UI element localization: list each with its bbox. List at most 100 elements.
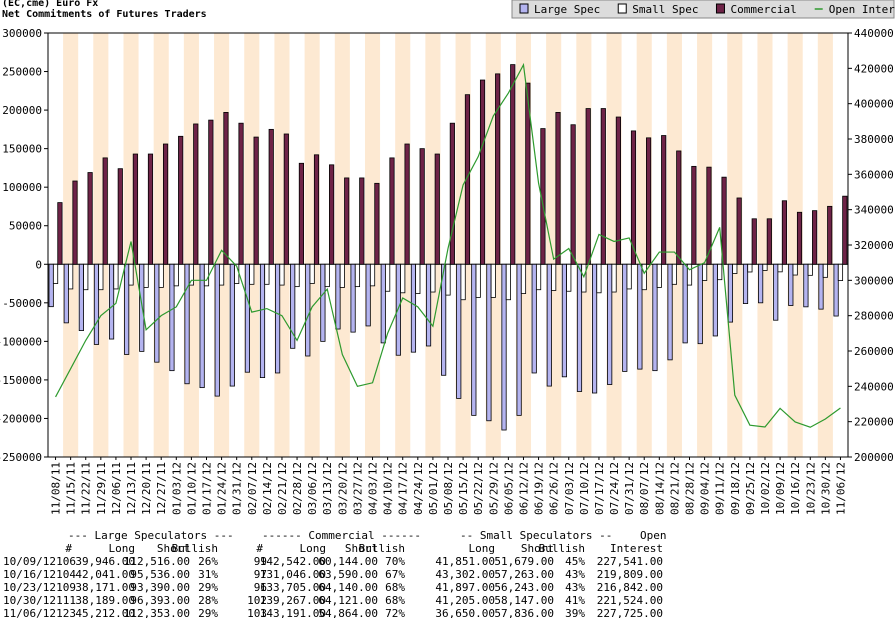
bar: [581, 263, 587, 293]
bar: [184, 263, 190, 385]
bar: [214, 263, 220, 397]
y-tick-label: -200000: [0, 412, 42, 425]
x-tick-label: 02/28/12: [291, 462, 304, 515]
bar: [335, 263, 341, 330]
bar: [842, 195, 848, 265]
bar: [203, 263, 210, 287]
bar: [162, 143, 169, 265]
bar: [676, 150, 682, 265]
bar: [460, 263, 466, 301]
table-column: Bullish: [172, 542, 218, 555]
bar: [570, 124, 576, 265]
legend-swatch: [715, 3, 725, 14]
bar: [380, 263, 386, 344]
table-column: Long: [109, 542, 136, 555]
chart-subtitle: Net Commitments of Futures Traders: [2, 8, 207, 20]
bar: [279, 263, 285, 286]
table-cell: 67%: [385, 568, 405, 581]
bar: [395, 263, 401, 356]
bar: [344, 177, 350, 265]
x-tick-label: 10/23/12: [804, 462, 817, 515]
bar: [48, 263, 54, 308]
legend-label: Small Spec: [632, 3, 698, 16]
y-tick-label: 150000: [2, 143, 42, 156]
table-cell: 112,353.00: [124, 607, 190, 618]
x-tick-label: 10/30/12: [819, 462, 832, 515]
y2-tick-label: 360000: [854, 168, 894, 181]
x-tick-label: 01/10/12: [185, 462, 198, 515]
bar: [309, 263, 315, 284]
x-tick-label: 11/29/11: [95, 462, 108, 515]
x-tick-label: 12/13/11: [125, 462, 138, 515]
x-tick-label: 01/17/12: [200, 462, 213, 515]
bar: [803, 263, 809, 308]
table-cell: 45%: [565, 555, 585, 568]
x-tick-label: 07/31/12: [623, 462, 636, 515]
x-tick-label: 08/14/12: [653, 462, 666, 515]
table-column: Short: [157, 542, 190, 555]
table-cell: 45,212.00: [75, 607, 135, 618]
bar: [792, 263, 798, 276]
bar: [305, 263, 311, 357]
table-cell: 28%: [198, 594, 218, 607]
chart-title: (EC,cme) Euro Fx: [2, 0, 98, 9]
bar: [736, 197, 742, 265]
bar: [365, 263, 371, 327]
bar: [268, 128, 274, 265]
bar: [313, 154, 320, 265]
bar: [615, 116, 621, 265]
x-tick-label: 08/21/12: [668, 462, 681, 515]
y2-tick-label: 240000: [854, 380, 894, 393]
bar: [464, 94, 471, 265]
bar: [751, 218, 757, 265]
bar: [229, 263, 235, 387]
bar: [475, 263, 481, 298]
y2-tick-label: 280000: [854, 310, 894, 323]
line: [55, 62, 841, 428]
legend-label: Large Spec: [534, 3, 600, 16]
bar: [682, 263, 688, 344]
bar: [661, 135, 667, 265]
bar: [561, 263, 567, 378]
bar: [702, 263, 708, 281]
table-cell: 36,650.00: [435, 607, 495, 618]
y-tick-label: -100000: [0, 335, 42, 348]
table-cell: 102: [247, 594, 267, 607]
bar: [471, 263, 477, 416]
bar: [827, 205, 833, 265]
table-cell: 39%: [565, 607, 585, 618]
bar: [434, 153, 440, 265]
bar: [193, 123, 199, 265]
table-column: Long: [300, 542, 327, 555]
bar: [158, 263, 164, 288]
y2-tick-label: 200000: [854, 451, 894, 464]
bar: [758, 263, 764, 304]
bar: [275, 263, 281, 374]
table-header: Open: [640, 529, 667, 542]
bar: [199, 263, 205, 389]
y-tick-label: 200000: [2, 104, 42, 117]
bar: [505, 263, 511, 301]
bar: [139, 263, 145, 352]
bar: [822, 263, 828, 278]
table-cell: 54,864.00: [318, 607, 378, 618]
x-tick-label: 12/20/11: [140, 462, 153, 515]
y-tick-label: 50000: [9, 220, 42, 233]
bar: [591, 263, 598, 394]
bar: [501, 263, 507, 431]
x-tick-label: 08/07/12: [638, 462, 651, 515]
table-cell: 43,302.00: [435, 568, 495, 581]
y-tick-label: 0: [35, 258, 42, 271]
table-cell: 227,541.00: [597, 555, 663, 568]
x-tick-label: 05/29/12: [487, 462, 500, 515]
table-column: Bullish: [539, 542, 585, 555]
legend-box: [511, 0, 895, 19]
x-tick-label: 09/18/12: [729, 462, 742, 515]
x-tick-label: 06/05/12: [502, 462, 515, 515]
x-tick-label: 05/15/12: [457, 462, 470, 515]
table-cell: 43%: [565, 581, 585, 594]
table-cell: 95,536.00: [130, 568, 190, 581]
x-tick-label: 08/28/12: [684, 462, 697, 515]
bar: [773, 263, 779, 321]
